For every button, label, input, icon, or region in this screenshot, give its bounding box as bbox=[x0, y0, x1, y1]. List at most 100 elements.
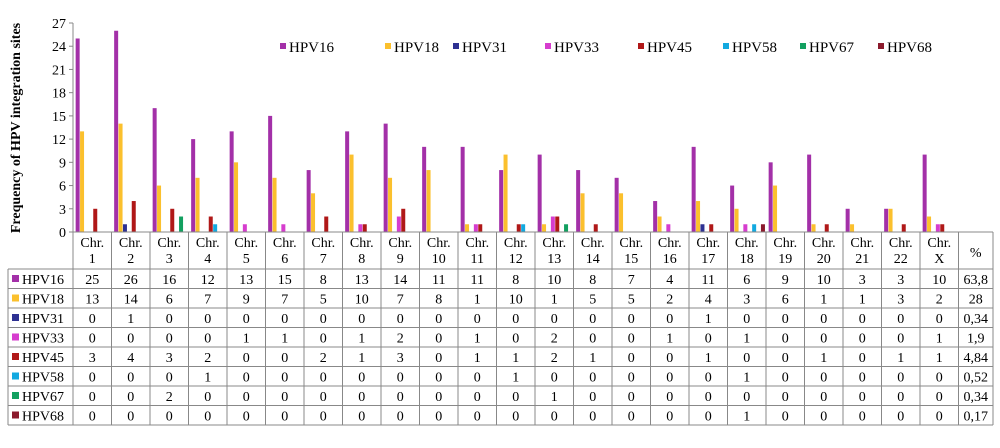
table-cell: 0 bbox=[820, 371, 827, 386]
table-cell: 0 bbox=[397, 410, 404, 425]
table-cell: 5 bbox=[320, 293, 327, 308]
category-label: Chr. bbox=[542, 236, 566, 251]
table-cell: 2 bbox=[551, 332, 558, 347]
legend: HPV16 HPV18 HPV31 HPV33 HPV45 HPV58 HPV67 HPV68 bbox=[280, 40, 932, 56]
category-label: Chr. bbox=[273, 236, 297, 251]
category-label: Chr. bbox=[311, 236, 335, 251]
bar-hpv16 bbox=[614, 177, 619, 232]
table-cell: 7 bbox=[628, 273, 635, 288]
bar-hpv58 bbox=[521, 224, 526, 232]
table-cell: 0 bbox=[166, 410, 173, 425]
bar-hpv18 bbox=[696, 201, 701, 232]
table-cell: 0 bbox=[628, 371, 635, 386]
category-label: Chr. bbox=[658, 236, 682, 251]
bar-hpv16 bbox=[229, 131, 234, 232]
bar-hpv16 bbox=[114, 30, 119, 233]
table-cell: 10 bbox=[817, 273, 831, 288]
table-cell: 0 bbox=[859, 332, 866, 347]
category-label: 21 bbox=[855, 252, 869, 267]
table-cell: 0 bbox=[89, 332, 96, 347]
table-cell: 2 bbox=[166, 390, 173, 405]
table-cell: 0 bbox=[474, 312, 481, 327]
table-cell: 26 bbox=[124, 273, 138, 288]
table-cell: 8 bbox=[320, 273, 327, 288]
category-label: 2 bbox=[127, 252, 134, 267]
bar-hpv18 bbox=[80, 131, 85, 232]
row-swatch bbox=[12, 333, 19, 341]
table-cell: 0 bbox=[820, 410, 827, 425]
bar-hpv18 bbox=[811, 224, 816, 232]
table-cell: 0 bbox=[89, 390, 96, 405]
row-swatch bbox=[12, 314, 19, 321]
table-cell: 0 bbox=[474, 390, 481, 405]
table-cell: 14 bbox=[393, 273, 407, 288]
table-cell: 0 bbox=[358, 390, 365, 405]
table-cell: 0 bbox=[897, 312, 904, 327]
bar-hpv16 bbox=[768, 162, 773, 232]
table-cell: 4 bbox=[705, 293, 712, 308]
row-swatch bbox=[12, 392, 19, 399]
row-label: HPV31 bbox=[22, 312, 64, 327]
table-cell: 2 bbox=[936, 293, 943, 308]
table-cell: 0 bbox=[89, 371, 96, 386]
table-cell: 0 bbox=[897, 410, 904, 425]
table-cell: 0 bbox=[666, 371, 673, 386]
table-cell: 0 bbox=[243, 312, 250, 327]
bar-hpv16 bbox=[460, 146, 465, 232]
table-cell: 12 bbox=[201, 273, 215, 288]
category-label: Chr. bbox=[619, 236, 643, 251]
bar-hpv18 bbox=[619, 193, 624, 232]
table-cell: 13 bbox=[85, 293, 99, 308]
table-cell: 1 bbox=[705, 312, 712, 327]
table-cell: 9 bbox=[782, 273, 789, 288]
table-cell: 0 bbox=[320, 390, 327, 405]
table-cell: 0 bbox=[204, 410, 211, 425]
bar-hpv18 bbox=[118, 123, 123, 232]
category-label: Chr. bbox=[773, 236, 797, 251]
category-label: 16 bbox=[663, 252, 677, 267]
percent-cell: 0,17 bbox=[964, 410, 989, 425]
legend-label: HPV67 bbox=[809, 40, 855, 56]
bar-hpv45 bbox=[940, 224, 945, 232]
table-cell: 0 bbox=[512, 312, 519, 327]
table-cell: 11 bbox=[702, 273, 715, 288]
bar-hpv68 bbox=[760, 224, 765, 232]
category-label: Chr. bbox=[388, 236, 412, 251]
table-cell: 0 bbox=[435, 390, 442, 405]
category-label: Chr. bbox=[465, 236, 489, 251]
legend-label: HPV31 bbox=[462, 40, 507, 56]
category-label: X bbox=[934, 252, 944, 267]
table-cell: 1 bbox=[705, 351, 712, 366]
table-cell: 1 bbox=[666, 332, 673, 347]
table-cell: 0 bbox=[666, 410, 673, 425]
table-cell: 4 bbox=[666, 273, 673, 288]
table-cell: 0 bbox=[705, 410, 712, 425]
bar-hpv18 bbox=[465, 224, 470, 232]
table-cell: 3 bbox=[743, 293, 750, 308]
bar-hpv16 bbox=[691, 146, 696, 232]
bar-hpv45 bbox=[478, 224, 483, 232]
category-label: 6 bbox=[281, 252, 288, 267]
table-cell: 0 bbox=[397, 390, 404, 405]
axes-layer: 0 3 6 9 12 15 18 21 24 27 bbox=[52, 17, 959, 241]
row-label: HPV18 bbox=[22, 293, 64, 308]
category-label: Chr. bbox=[889, 236, 913, 251]
y-tick-label: 9 bbox=[59, 156, 66, 171]
table-cell: 0 bbox=[512, 390, 519, 405]
category-label: 14 bbox=[586, 252, 600, 267]
table-cell: 1 bbox=[551, 390, 558, 405]
table-cell: 0 bbox=[512, 410, 519, 425]
bar-hpv18 bbox=[272, 177, 277, 232]
table-cell: 13 bbox=[239, 273, 253, 288]
category-label: 5 bbox=[243, 252, 250, 267]
legend-label: HPV16 bbox=[289, 40, 335, 56]
table-cell: 0 bbox=[204, 390, 211, 405]
category-label: 12 bbox=[509, 252, 523, 267]
bar-hpv18 bbox=[657, 216, 662, 232]
table-cell: 0 bbox=[89, 312, 96, 327]
table-cell: 0 bbox=[897, 332, 904, 347]
table-cell: 25 bbox=[85, 273, 99, 288]
row-label: HPV67 bbox=[22, 390, 64, 405]
table-cell: 4 bbox=[127, 351, 134, 366]
category-label: 10 bbox=[432, 252, 446, 267]
